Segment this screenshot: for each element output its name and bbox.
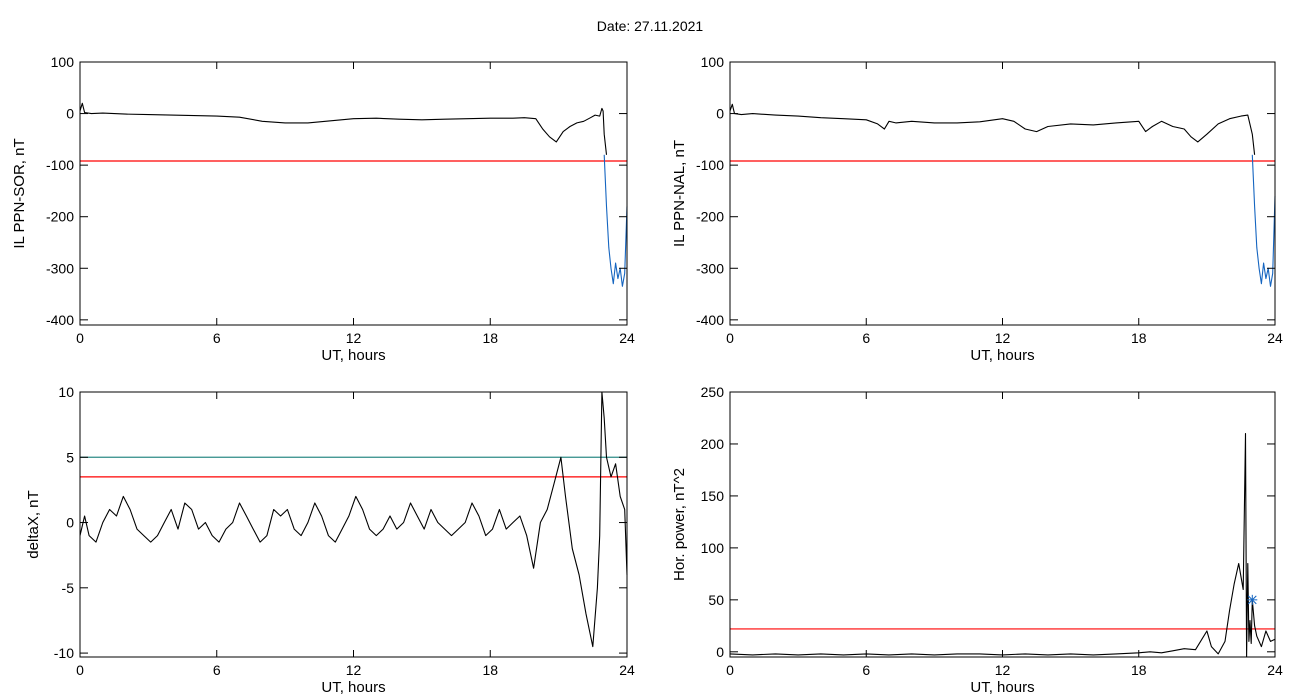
x-tick-label: 24 — [619, 330, 635, 346]
x-tick-label: 6 — [213, 662, 221, 678]
y-tick-label: 0 — [66, 515, 74, 531]
marker-stroke — [1247, 595, 1257, 605]
y-tick-label: 150 — [701, 488, 725, 504]
x-axis-label: UT, hours — [321, 347, 385, 364]
y-tick-label: 50 — [708, 592, 724, 608]
y-tick-label: -5 — [62, 580, 75, 596]
x-tick-label: 0 — [76, 662, 84, 678]
y-axis-label: Hor. power, nT^2 — [671, 468, 688, 581]
series-line-0 — [729, 433, 1276, 658]
x-tick-label: 18 — [482, 662, 498, 678]
plot-frame — [729, 61, 1276, 326]
series-line-0 — [79, 391, 628, 648]
series-line-0 — [79, 102, 608, 155]
y-tick-label: -10 — [54, 645, 74, 661]
series-line-0 — [729, 103, 1256, 155]
y-tick-label: 10 — [58, 384, 74, 400]
y-tick-label: 100 — [701, 540, 725, 556]
y-tick-label: 100 — [51, 54, 75, 70]
plot-frame — [79, 61, 628, 326]
series-line-1 — [603, 154, 628, 287]
y-tick-label: -100 — [696, 157, 724, 173]
x-tick-label: 6 — [862, 662, 870, 678]
panel-nal: 0 6 12 18 24 100 0 -100 -200 -300 -400 UT, hours IL … — [671, 54, 1283, 364]
asterisk-marker — [1247, 594, 1258, 605]
panel-power: 0 6 12 18 24 250 200 150 100 50 0 UT, hours Hor. pow… — [671, 384, 1283, 696]
y-tick-label: -300 — [696, 260, 724, 276]
page-title: Date: 27.11.2021 — [596, 18, 704, 34]
x-tick-label: 24 — [619, 662, 635, 678]
y-tick-label: 5 — [66, 449, 74, 465]
y-tick-label: 200 — [701, 436, 725, 452]
x-tick-label: 12 — [995, 330, 1011, 346]
y-tick-label: -400 — [46, 312, 74, 328]
y-tick-label: -200 — [46, 209, 74, 225]
x-tick-label: 12 — [995, 662, 1011, 678]
y-tick-label: -200 — [696, 209, 724, 225]
x-tick-label: 18 — [482, 330, 498, 346]
y-tick-label: -100 — [46, 157, 74, 173]
y-tick-label: 250 — [701, 384, 725, 400]
y-tick-label: 0 — [716, 644, 724, 660]
plot-frame — [729, 391, 1276, 658]
x-axis-label: UT, hours — [970, 347, 1034, 364]
x-tick-label: 0 — [726, 662, 734, 678]
series-line-1 — [1251, 154, 1276, 287]
x-tick-label: 24 — [1267, 330, 1283, 346]
y-tick-label: 0 — [716, 106, 724, 122]
y-tick-label: -400 — [696, 312, 724, 328]
y-tick-label: -300 — [46, 260, 74, 276]
y-axis-label: IL PPN-SOR, nT — [11, 138, 28, 248]
y-axis-label: deltaX, nT — [25, 490, 42, 558]
x-tick-label: 18 — [1131, 330, 1147, 346]
x-tick-label: 6 — [862, 330, 870, 346]
x-tick-label: 0 — [726, 330, 734, 346]
x-tick-label: 12 — [346, 330, 362, 346]
panel-deltax: 0 6 12 18 24 10 5 0 -5 -10 UT, hours deltaX, nT — [25, 384, 635, 696]
x-tick-label: 24 — [1267, 662, 1283, 678]
x-tick-label: 0 — [76, 330, 84, 346]
y-tick-label: 100 — [701, 54, 725, 70]
panel-sor: 0 6 12 18 24 100 0 -100 -200 -300 -400 UT, hours IL … — [11, 54, 635, 364]
x-axis-label: UT, hours — [970, 679, 1034, 696]
y-axis-label: IL PPN-NAL, nT — [671, 140, 688, 247]
x-tick-label: 12 — [346, 662, 362, 678]
x-tick-label: 6 — [213, 330, 221, 346]
y-tick-label: 0 — [66, 106, 74, 122]
x-tick-label: 18 — [1131, 662, 1147, 678]
plot-frame — [79, 391, 628, 658]
x-axis-label: UT, hours — [321, 679, 385, 696]
